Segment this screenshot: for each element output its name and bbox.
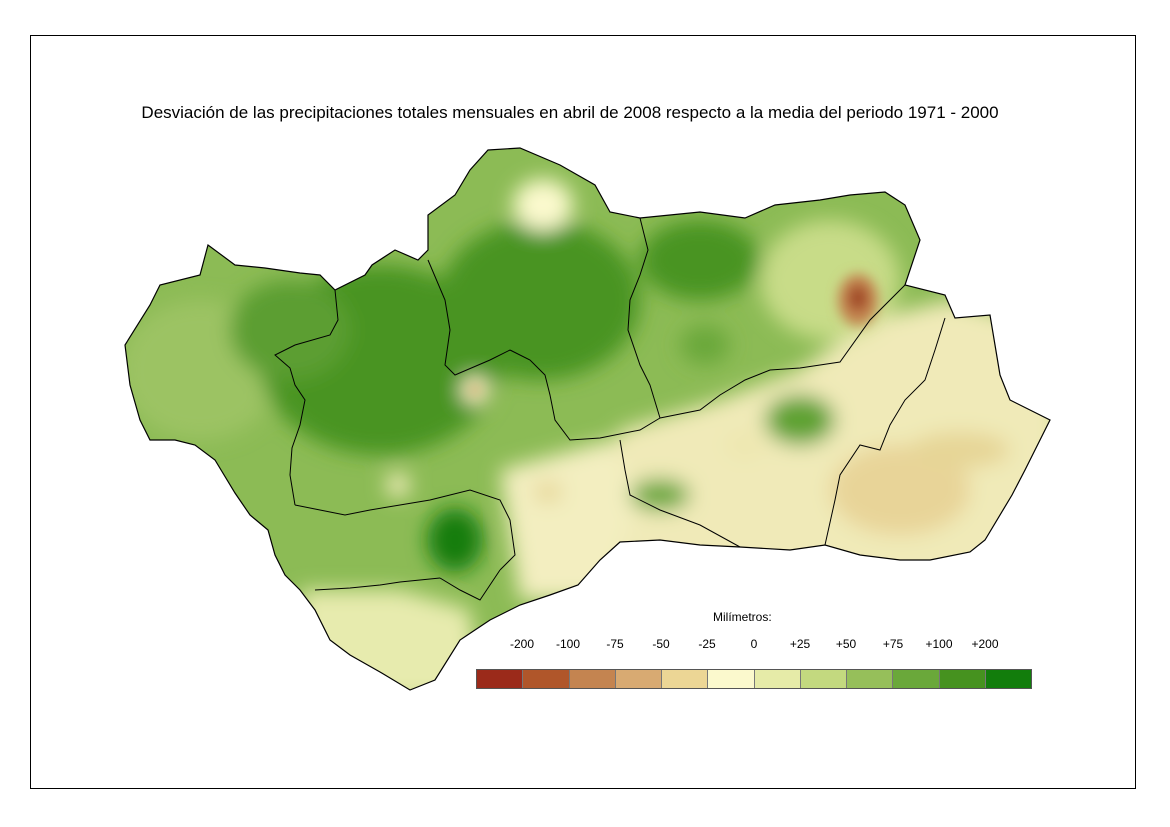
legend-label: +25 bbox=[789, 637, 811, 651]
map-frame bbox=[30, 35, 1136, 789]
precipitation-field bbox=[125, 148, 1050, 690]
legend-label: -75 bbox=[606, 637, 624, 651]
legend-color-bar bbox=[476, 669, 1032, 689]
legend-label: +75 bbox=[882, 637, 904, 651]
legend-swatch bbox=[893, 670, 940, 688]
legend-label: 0 bbox=[750, 637, 758, 651]
legend-label: -50 bbox=[652, 637, 670, 651]
legend-swatch bbox=[708, 670, 755, 688]
legend-swatch bbox=[523, 670, 570, 688]
legend-label: -100 bbox=[555, 637, 581, 651]
legend-swatch bbox=[847, 670, 894, 688]
legend-label: -25 bbox=[698, 637, 716, 651]
legend-swatch bbox=[569, 670, 616, 688]
legend-swatch bbox=[662, 670, 709, 688]
legend-swatch bbox=[985, 670, 1031, 688]
legend-title: Milímetros: bbox=[713, 610, 772, 624]
map-title: Desviación de las precipitaciones totale… bbox=[141, 103, 999, 122]
legend-label: +200 bbox=[971, 637, 999, 651]
legend-swatch bbox=[477, 670, 524, 688]
legend-swatch bbox=[754, 670, 801, 688]
legend-swatch bbox=[939, 670, 986, 688]
legend-label: +50 bbox=[835, 637, 857, 651]
province-borders bbox=[274, 217, 946, 601]
legend-labels: -200 -100 -75 -50 -25 0 +25 +50 +75 +100… bbox=[476, 637, 1032, 653]
legend-swatch bbox=[615, 670, 662, 688]
legend-label: -200 bbox=[509, 637, 535, 651]
legend-label: +100 bbox=[925, 637, 953, 651]
legend-swatch bbox=[800, 670, 847, 688]
